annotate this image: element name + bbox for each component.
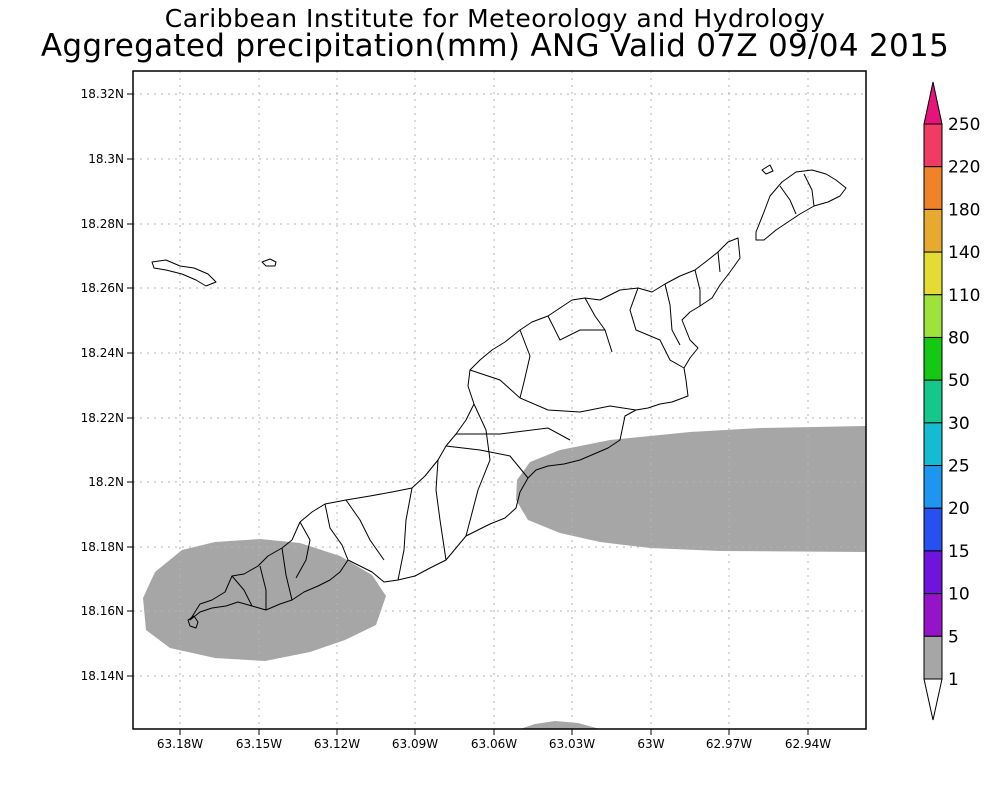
colorbar-label: 50 [948, 371, 970, 391]
lat-tick-label: 18.3N [88, 152, 124, 166]
colorbar-label: 20 [948, 499, 970, 519]
map-grid [133, 71, 866, 729]
colorbar-label: 180 [948, 200, 980, 220]
colorbar-segment [923, 550, 943, 595]
colorbar-label: 15 [948, 542, 970, 562]
map-institution-title: Caribbean Institute for Meteorology and … [164, 4, 826, 33]
lat-tick-label: 18.16N [81, 604, 124, 618]
colorbar-label: 80 [948, 328, 970, 348]
lon-tick-label: 62.94W [785, 737, 831, 751]
colorbar-top-arrow [923, 81, 943, 125]
colorbar-label: 30 [948, 414, 970, 434]
precipitation-colorbar: 250 220 180 140 110 80 50 30 25 20 15 10 5 1 [923, 81, 980, 721]
colorbar-segment [923, 635, 943, 680]
colorbar-label: 5 [948, 627, 959, 647]
rain-area-south-west [143, 539, 386, 661]
colorbar-label: 220 [948, 158, 980, 178]
scrub-island-outline [755, 169, 847, 241]
dog-island-outline [151, 259, 217, 287]
colorbar-label: 10 [948, 585, 970, 605]
colorbar-segment [923, 166, 943, 210]
lat-tick-label: 18.18N [81, 540, 124, 554]
district-boundaries [231, 173, 815, 610]
dog-islet-outline [261, 258, 277, 267]
lon-tick-label: 63.03W [549, 737, 595, 751]
lon-tick-label: 63.15W [236, 737, 282, 751]
colorbar-label: 1 [948, 670, 959, 690]
colorbar-label: 250 [948, 115, 980, 135]
lat-tick-label: 18.26N [81, 281, 124, 295]
lat-tick-label: 18.2N [88, 475, 124, 489]
colorbar-segment [923, 336, 943, 381]
colorbar-segment [923, 465, 943, 509]
colorbar-segment [923, 208, 943, 253]
map-product-title: Aggregated precipitation(mm) ANG Valid 0… [40, 28, 950, 64]
lat-tick-label: 18.28N [81, 217, 124, 231]
lon-tick-label: 63.18W [157, 737, 203, 751]
longitude-axis: 63.18W 63.15W 63.12W 63.09W 63.06W 63.03W 63W 6… [157, 729, 831, 751]
latitude-axis: 18.32N 18.3N 18.28N 18.26N 18.24N 18.22N 18.2N… [81, 87, 133, 683]
colorbar-segment [923, 123, 943, 168]
colorbar-label: 25 [948, 457, 970, 477]
rain-layer [143, 426, 866, 729]
colorbar-segment [923, 251, 943, 296]
southwest-islet-outline [187, 615, 199, 629]
lon-tick-label: 62.97W [706, 737, 752, 751]
colorbar-segment [923, 507, 943, 552]
lon-tick-label: 63.06W [471, 737, 517, 751]
colorbar-segment [923, 294, 943, 338]
colorbar-segment [923, 593, 943, 637]
lat-tick-label: 18.22N [81, 411, 124, 425]
map-frame [132, 70, 867, 730]
colorbar-label: 140 [948, 243, 980, 263]
lon-tick-label: 63.12W [314, 737, 360, 751]
colorbar-bottom-arrow [923, 678, 943, 721]
lat-tick-label: 18.32N [81, 87, 124, 101]
colorbar-segment [923, 379, 943, 424]
lon-tick-label: 63.09W [392, 737, 438, 751]
colorbar-label: 110 [948, 286, 980, 306]
rain-area-bottom-sliver [520, 721, 600, 729]
lat-tick-label: 18.24N [81, 346, 124, 360]
northeast-islet-outline [761, 164, 774, 175]
colorbar-segment [923, 422, 943, 467]
rain-area-south-east [516, 426, 866, 552]
lon-tick-label: 63W [637, 737, 664, 751]
lat-tick-label: 18.14N [81, 669, 124, 683]
